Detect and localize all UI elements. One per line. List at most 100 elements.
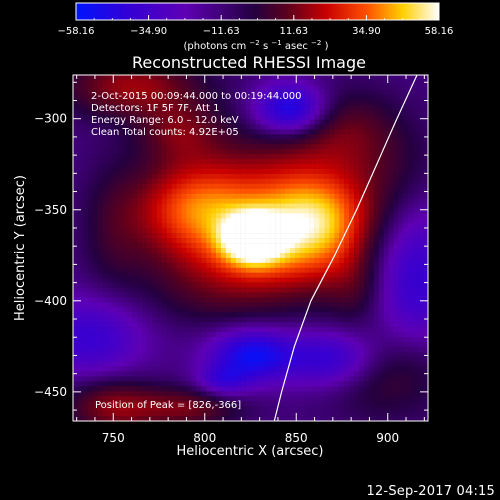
heatmap-pixel xyxy=(299,149,305,155)
heatmap-pixel xyxy=(176,124,182,130)
heatmap-pixel xyxy=(309,144,315,150)
heatmap-pixel xyxy=(142,307,148,313)
heatmap-pixel xyxy=(196,351,202,357)
heatmap-pixel xyxy=(245,178,251,184)
heatmap-pixel xyxy=(289,257,296,264)
heatmap-pixel xyxy=(211,327,217,333)
heatmap-pixel xyxy=(368,366,375,372)
heatmap-pixel xyxy=(171,371,177,377)
heatmap-pixel xyxy=(250,361,256,367)
heatmap-pixel xyxy=(304,351,310,357)
heatmap-pixel xyxy=(171,401,177,407)
heatmap-pixel xyxy=(398,223,404,229)
heatmap-pixel xyxy=(176,243,182,249)
heatmap-pixel xyxy=(329,361,335,367)
heatmap-pixel xyxy=(161,327,167,333)
heatmap-pixel xyxy=(161,307,167,313)
heatmap-pixel xyxy=(171,336,177,343)
heatmap-pixel xyxy=(176,257,182,264)
heatmap-pixel xyxy=(107,168,113,175)
heatmap-pixel xyxy=(363,109,370,115)
heatmap-pixel xyxy=(349,376,355,382)
heatmap-pixel xyxy=(151,376,158,382)
heatmap-pixel xyxy=(275,139,281,145)
heatmap-pixel xyxy=(171,332,177,338)
heatmap-pixel xyxy=(220,94,227,100)
heatmap-pixel xyxy=(270,332,276,338)
heatmap-pixel xyxy=(235,104,241,110)
heatmap-pixel xyxy=(334,272,340,278)
heatmap-pixel xyxy=(117,213,123,219)
heatmap-pixel xyxy=(289,262,296,269)
heatmap-pixel xyxy=(383,238,389,244)
heatmap-pixel xyxy=(378,322,384,328)
heatmap-pixel xyxy=(161,159,167,165)
heatmap-pixel xyxy=(324,322,330,328)
heatmap-pixel xyxy=(156,297,162,303)
heatmap-pixel xyxy=(329,371,335,377)
heatmap-pixel xyxy=(403,351,409,357)
heatmap-pixel xyxy=(161,228,167,234)
heatmap-pixel xyxy=(151,381,158,387)
heatmap-pixel xyxy=(324,371,330,377)
heatmap-pixel xyxy=(408,376,414,382)
heatmap-pixel xyxy=(255,94,261,100)
heatmap-pixel xyxy=(393,178,399,184)
heatmap-pixel xyxy=(225,75,232,81)
heatmap-pixel xyxy=(373,297,379,303)
heatmap-pixel xyxy=(245,243,251,249)
heatmap-pixel xyxy=(304,282,310,288)
heatmap-pixel xyxy=(413,228,419,234)
heatmap-pixel xyxy=(191,332,197,338)
heatmap-pixel xyxy=(127,381,133,387)
heatmap-pixel xyxy=(151,351,158,357)
heatmap-pixel xyxy=(142,267,148,273)
heatmap-pixel xyxy=(166,129,172,135)
heatmap-pixel xyxy=(393,163,399,170)
heatmap-pixel xyxy=(235,356,241,362)
heatmap-pixel xyxy=(285,401,291,407)
heatmap-pixel xyxy=(285,173,291,180)
heatmap-pixel xyxy=(87,243,93,249)
heatmap-pixel xyxy=(235,297,241,303)
heatmap-pixel xyxy=(146,361,153,367)
heatmap-pixel xyxy=(344,401,350,407)
heatmap-pixel xyxy=(398,218,404,224)
heatmap-pixel xyxy=(211,243,217,249)
heatmap-pixel xyxy=(358,154,365,160)
heatmap-pixel xyxy=(132,223,138,229)
heatmap-pixel xyxy=(423,396,429,402)
heatmap-pixel xyxy=(235,89,241,96)
heatmap-pixel xyxy=(146,396,153,402)
heatmap-pixel xyxy=(250,233,256,239)
heatmap-pixel xyxy=(132,99,138,105)
heatmap-pixel xyxy=(363,238,370,244)
heatmap-pixel xyxy=(112,406,118,412)
heatmap-pixel xyxy=(117,134,123,140)
heatmap-pixel xyxy=(363,406,370,412)
heatmap-pixel xyxy=(102,94,108,100)
heatmap-pixel xyxy=(324,159,330,165)
heatmap-pixel xyxy=(383,99,389,105)
heatmap-pixel xyxy=(334,233,340,239)
heatmap-pixel xyxy=(289,149,296,155)
heatmap-pixel xyxy=(423,208,429,214)
heatmap-pixel xyxy=(146,134,153,140)
heatmap-pixel xyxy=(354,346,360,353)
heatmap-pixel xyxy=(368,168,375,175)
heatmap-pixel xyxy=(398,178,404,184)
heatmap-pixel xyxy=(225,139,232,145)
heatmap-pixel xyxy=(289,376,296,382)
heatmap-pixel xyxy=(314,134,320,140)
heatmap-pixel xyxy=(413,317,419,323)
heatmap-pixel xyxy=(344,391,350,397)
heatmap-pixel xyxy=(201,351,207,357)
heatmap-pixel xyxy=(186,376,192,382)
heatmap-pixel xyxy=(383,243,389,249)
heatmap-pixel xyxy=(137,292,143,298)
heatmap-pixel xyxy=(225,188,232,194)
heatmap-pixel xyxy=(87,287,93,293)
heatmap-pixel xyxy=(225,119,232,125)
heatmap-pixel xyxy=(245,75,251,81)
heatmap-pixel xyxy=(171,119,177,125)
